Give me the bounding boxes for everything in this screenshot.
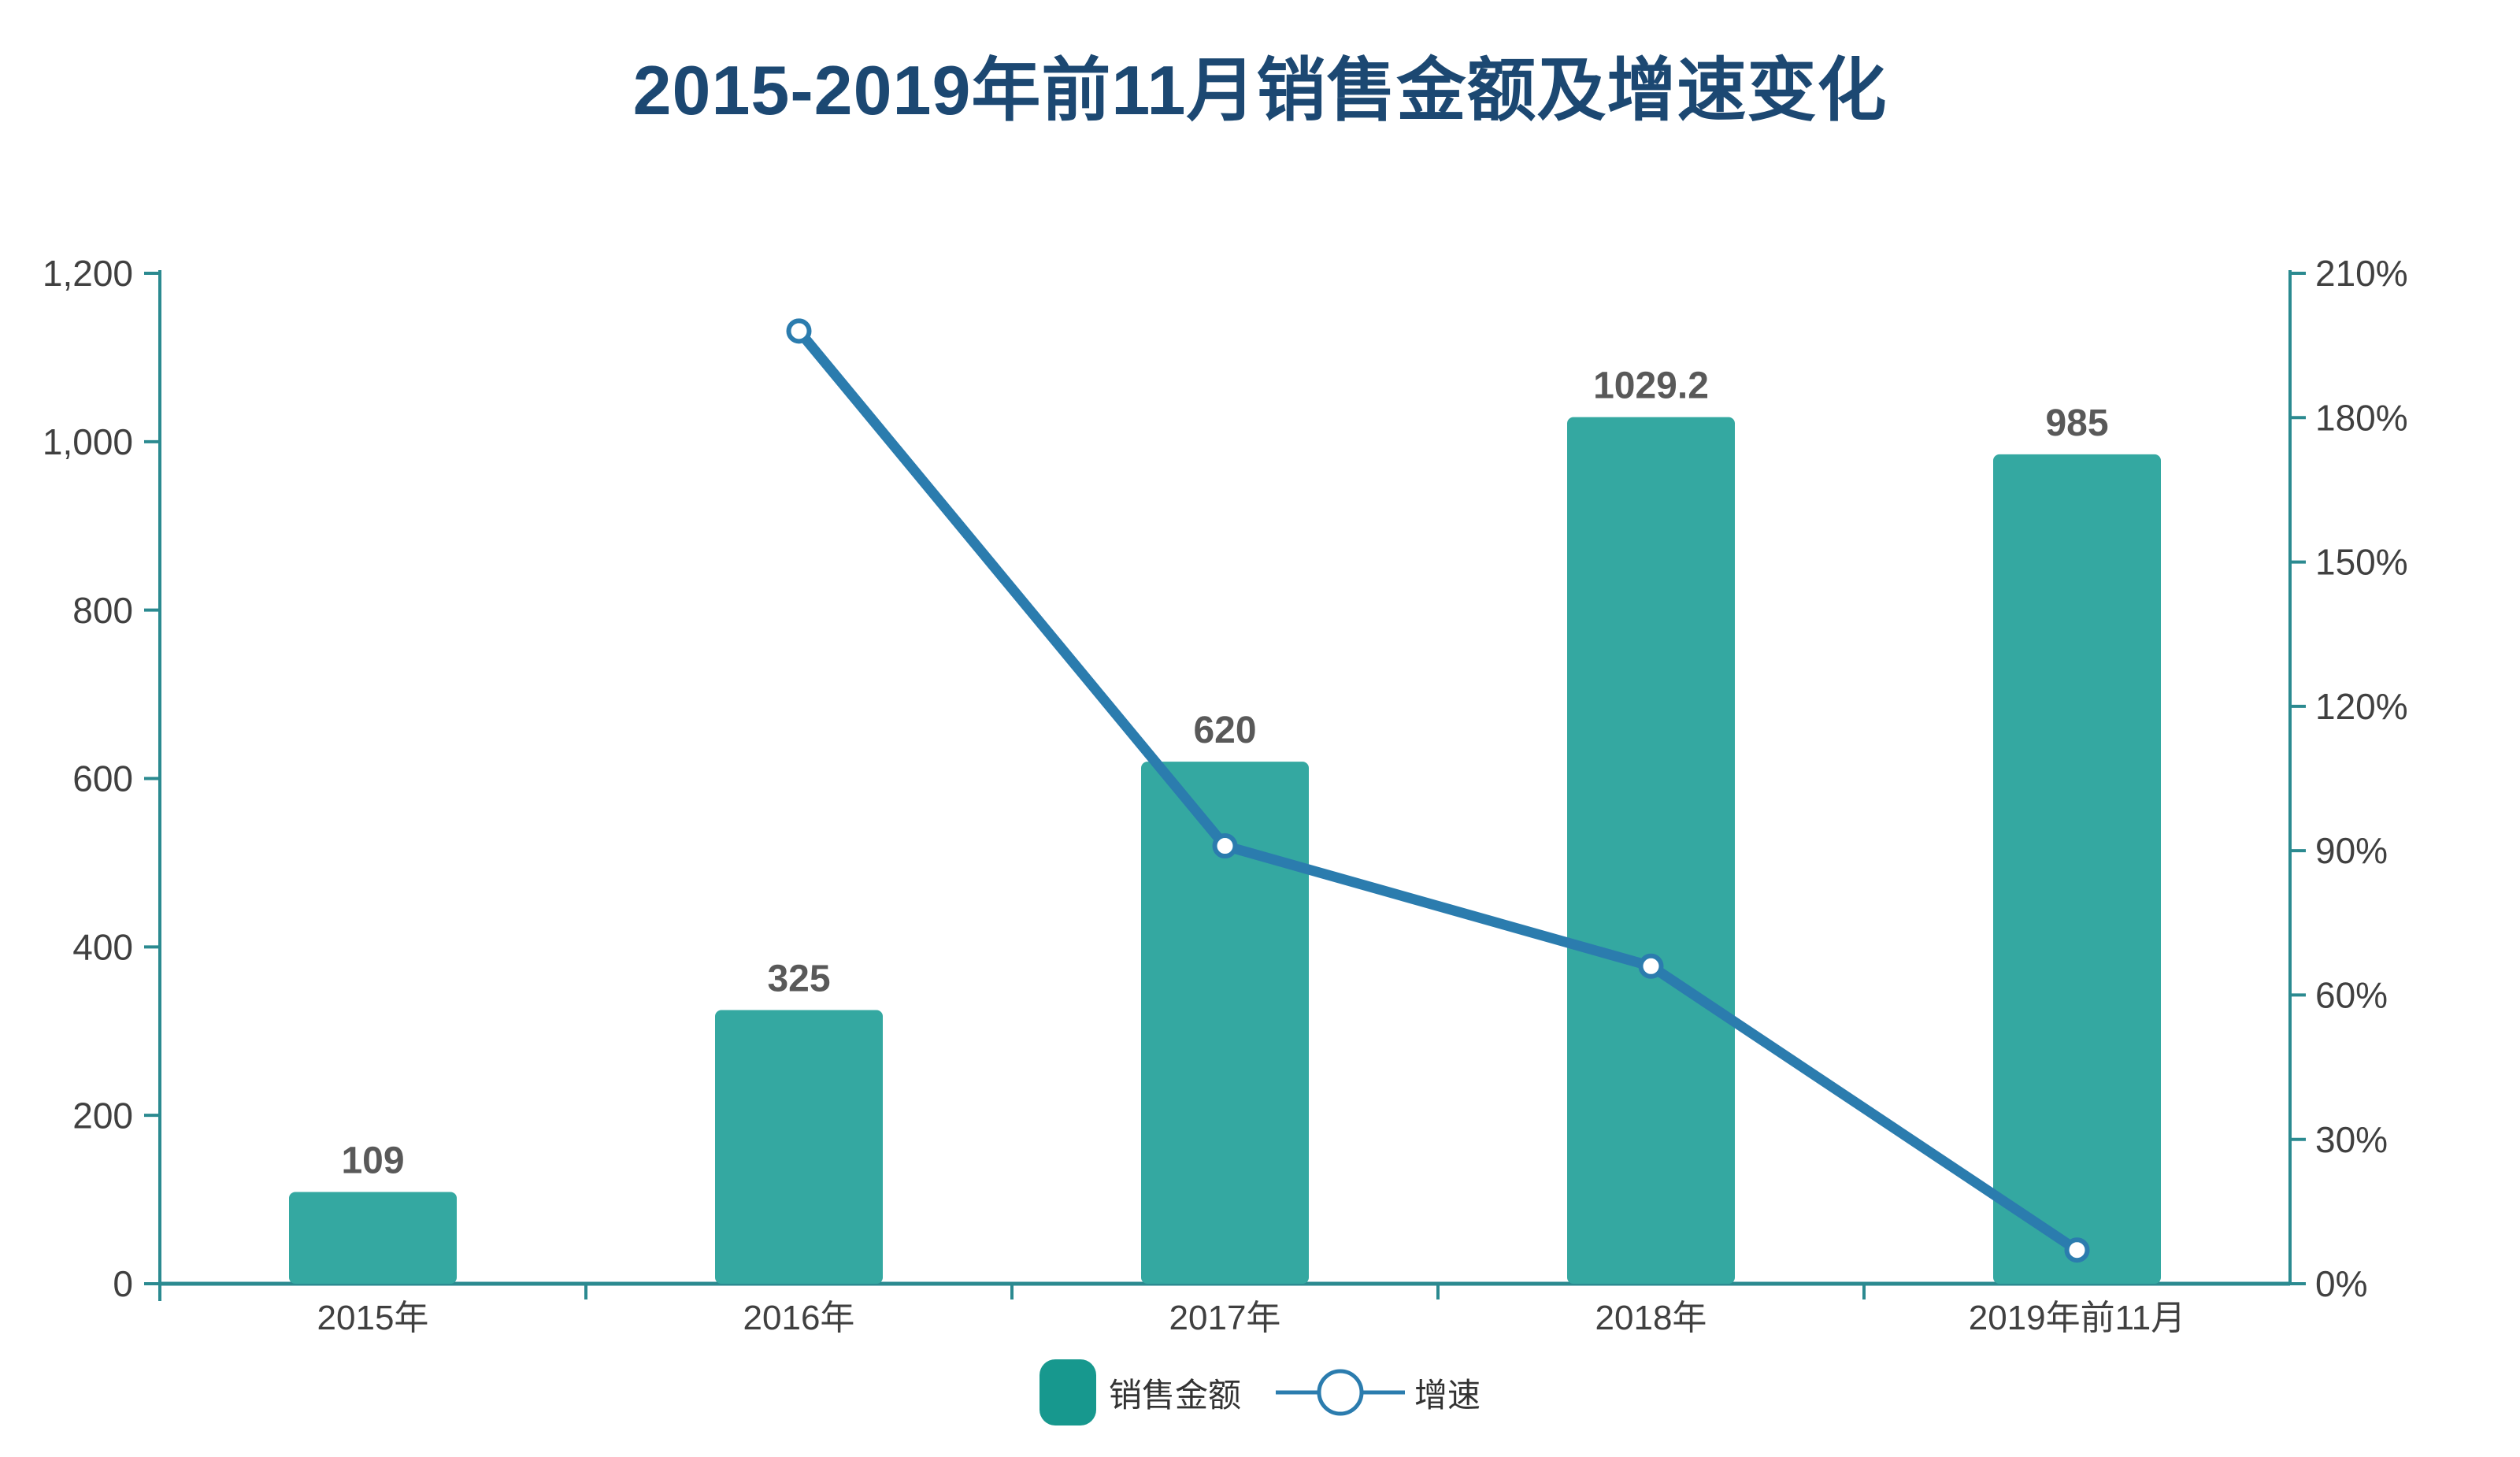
bar-2017年 <box>1141 762 1309 1284</box>
legend-bar-swatch <box>1039 1359 1096 1425</box>
right-axis-tick-label: 90% <box>2315 830 2388 871</box>
bar-value-label: 325 <box>767 958 830 1000</box>
chart-legend: 销售金额 增速 <box>0 1359 2520 1425</box>
right-axis-tick-label: 180% <box>2315 397 2408 438</box>
growth-line-marker <box>1638 953 1664 979</box>
bar-value-label: 620 <box>1193 710 1256 751</box>
bar-value-label: 985 <box>2045 402 2108 444</box>
right-axis-tick-label: 150% <box>2315 542 2408 583</box>
x-axis-category-label: 2015年 <box>317 1299 429 1337</box>
x-axis-category-label: 2016年 <box>743 1299 855 1337</box>
bar-value-label: 109 <box>341 1140 404 1181</box>
x-axis-category-label: 2018年 <box>1595 1299 1707 1337</box>
bar-value-label: 1029.2 <box>1593 365 1709 407</box>
chart-title: 2015-2019年前11月销售金额及增速变化 <box>632 51 1888 129</box>
growth-line <box>794 325 2082 1255</box>
bar-2018年 <box>1567 417 1735 1284</box>
bar-2016年 <box>715 1010 883 1284</box>
right-axis-tick-label: 210% <box>2315 253 2408 294</box>
left-axis-tick-label: 1,200 <box>43 253 133 294</box>
left-axis-tick-label: 1,000 <box>43 421 133 462</box>
bar-2015年 <box>289 1192 457 1284</box>
legend-line-marker-icon <box>1276 1369 1405 1416</box>
left-axis-tick-label: 0 <box>113 1263 133 1304</box>
left-axis-tick-label: 800 <box>72 590 133 631</box>
left-axis-tick-label: 600 <box>72 758 133 799</box>
right-axis-tick-label: 0% <box>2315 1263 2367 1304</box>
growth-line-marker <box>1212 833 1238 859</box>
left-axis-tick-label: 400 <box>72 926 133 967</box>
growth-line-marker <box>2064 1237 2090 1263</box>
x-axis-category-label: 2017年 <box>1169 1299 1281 1337</box>
growth-line-marker <box>786 318 812 344</box>
right-axis-tick-label: 120% <box>2315 686 2408 727</box>
bar-2019年前11月 <box>1993 454 2161 1284</box>
legend-marker-circle <box>1317 1369 1364 1416</box>
right-axis-tick-label: 30% <box>2315 1119 2388 1160</box>
right-axis-tick-label: 60% <box>2315 975 2388 1016</box>
legend-line-label: 增速 <box>1414 1376 1481 1414</box>
legend-bar-label: 销售金额 <box>1108 1376 1241 1414</box>
x-axis-category-label: 2019年前11月 <box>1969 1299 2186 1337</box>
left-axis-tick-label: 200 <box>72 1095 133 1136</box>
